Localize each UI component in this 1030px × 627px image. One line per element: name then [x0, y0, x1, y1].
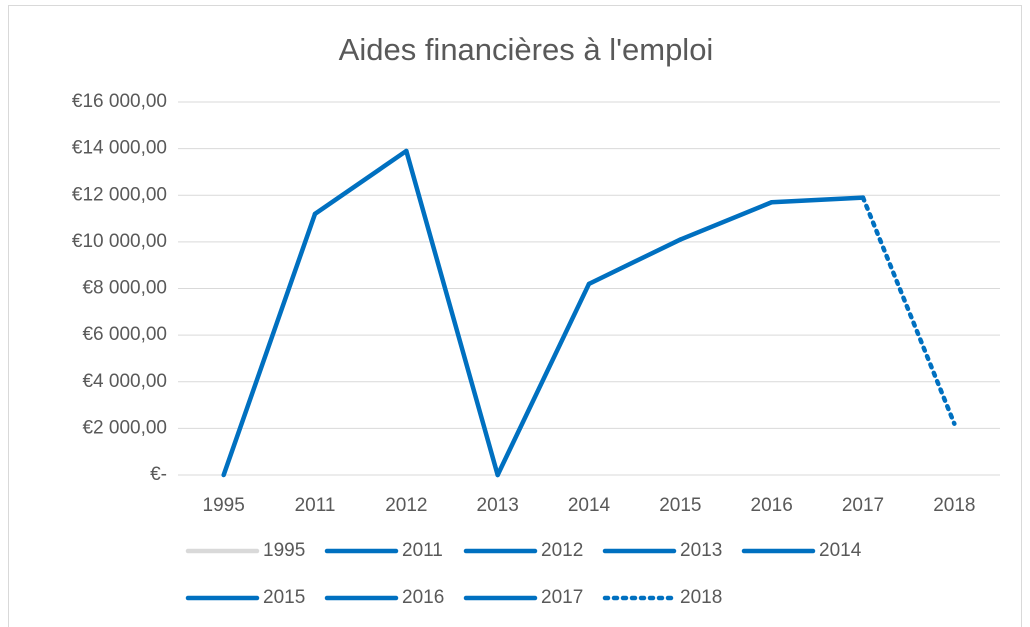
x-tick-label: 2011	[295, 495, 336, 516]
x-tick-label: 2013	[477, 495, 519, 516]
y-tick-label: €14 000,00	[72, 138, 167, 159]
line-segment	[404, 148, 500, 478]
x-tick-label: 1995	[203, 495, 245, 516]
y-tick-label: €6 000,00	[82, 324, 167, 345]
x-tick-label: 2018	[933, 495, 975, 516]
x-tick-label: 2014	[568, 495, 611, 516]
chart-area	[8, 5, 1022, 627]
line-segment	[495, 281, 592, 478]
legend-label: 2011	[402, 540, 443, 561]
y-tick-label: €-	[150, 464, 167, 485]
x-tick-label: 2015	[659, 495, 701, 516]
x-tick-label: 2017	[842, 495, 884, 516]
line-segment	[312, 148, 409, 217]
legend-label: 2013	[680, 540, 722, 561]
y-tick-label: €12 000,00	[72, 184, 167, 205]
legend-label: 2018	[680, 587, 722, 608]
line-segment	[769, 195, 866, 205]
y-tick-label: €4 000,00	[82, 371, 167, 392]
line-segment	[586, 237, 683, 287]
line-segment	[860, 195, 957, 426]
line-segment	[221, 211, 318, 478]
x-tick-label: 2012	[385, 495, 427, 516]
legend-label: 2015	[263, 587, 305, 608]
legend-label: 2014	[819, 540, 862, 561]
legend-label: 2016	[402, 587, 444, 608]
y-tick-label: €10 000,00	[72, 231, 167, 252]
x-tick-label: 2016	[751, 495, 793, 516]
line-segment	[678, 199, 774, 242]
y-tick-label: €16 000,00	[72, 91, 167, 112]
legend-label: 2017	[541, 587, 583, 608]
legend-label: 1995	[263, 540, 305, 561]
legend-label: 2012	[541, 540, 583, 561]
y-tick-label: €2 000,00	[82, 417, 167, 438]
chart-title: Aides financières à l'emploi	[339, 32, 714, 67]
y-tick-label: €8 000,00	[82, 278, 167, 299]
